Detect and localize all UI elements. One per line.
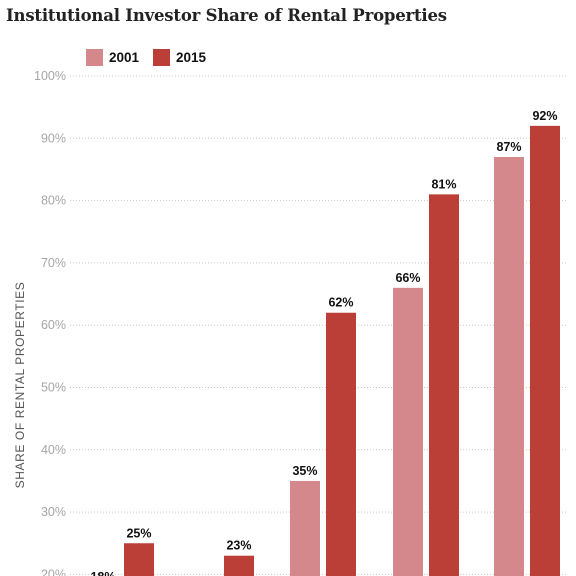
y-tick-label: 80% (41, 194, 66, 208)
data-label-2001-group-1: 18% (90, 570, 115, 576)
y-axis-label: SHARE OF RENTAL PROPERTIES (13, 282, 27, 489)
y-tick-label: 30% (41, 505, 66, 519)
y-tick-label: 50% (41, 381, 66, 395)
bar-2015-group-5 (530, 125, 560, 576)
y-tick-label: 20% (41, 567, 66, 576)
legend-swatch-2015 (153, 49, 170, 66)
legend: 2001 2015 (86, 49, 207, 66)
data-label-2001-group-5: 87% (496, 140, 521, 154)
y-axis-ticks: 20% 30% 40% 50% 60% 70% 80% 90% 100% (34, 69, 66, 576)
bar-2015-group-3 (326, 312, 356, 576)
data-label-2015-group-3: 62% (328, 296, 353, 310)
bar-2015-group-4 (429, 194, 459, 576)
y-tick-label: 100% (34, 69, 66, 83)
bar-2015-group-2 (224, 555, 254, 576)
y-tick-label: 40% (41, 443, 66, 457)
data-label-2001-group-4: 66% (395, 271, 420, 285)
y-tick-label: 70% (41, 256, 66, 270)
data-label-2015-group-5: 92% (532, 109, 557, 123)
legend-label-2001: 2001 (109, 50, 140, 65)
data-label-2015-group-4: 81% (431, 177, 456, 191)
y-tick-label: 60% (41, 318, 66, 332)
legend-label-2015: 2015 (176, 50, 207, 65)
data-label-2015-group-1: 25% (126, 526, 151, 540)
data-label-2001-group-3: 35% (292, 464, 317, 478)
bar-2001-group-5 (494, 156, 524, 576)
bar-2001-group-4 (393, 287, 423, 576)
bars (124, 125, 560, 576)
data-labels: 18% 35% 66% 87% 25% 23% 62% 81% 92% (90, 109, 557, 576)
bar-2015-group-1 (124, 543, 154, 576)
data-label-2015-group-2: 23% (226, 539, 251, 553)
bar-2001-group-3 (290, 480, 320, 576)
legend-swatch-2001 (86, 49, 103, 66)
chart-title: Institutional Investor Share of Rental P… (6, 6, 447, 25)
y-tick-label: 90% (41, 131, 66, 145)
